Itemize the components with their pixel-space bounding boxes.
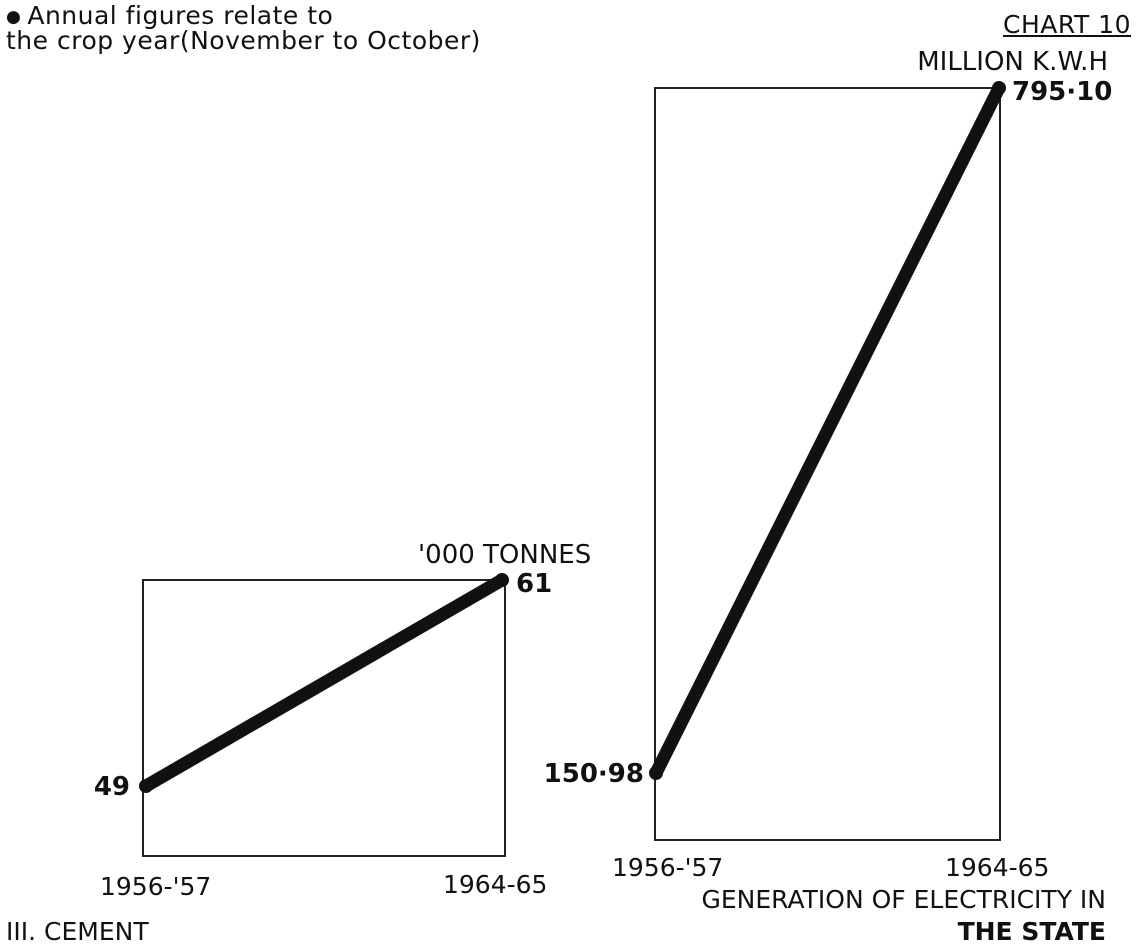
- cement-trend-line: [139, 573, 509, 793]
- cement-chart: '000 TONNES 49 61 1956-'57 1964-65 III. …: [6, 540, 591, 946]
- electricity-trend-line: [649, 81, 1006, 780]
- electricity-chart: MILLION K.W.H 150·98 795·10 1956-'57 196…: [544, 47, 1113, 946]
- cement-point-1956: [139, 779, 153, 793]
- electricity-x-tick-start: 1956-'57: [612, 853, 723, 882]
- electricity-value-label-end: 795·10: [1012, 77, 1112, 107]
- cement-unit-label: '000 TONNES: [418, 540, 591, 570]
- bullet-icon: ●: [6, 7, 22, 27]
- footnote-line-2: the crop year(November to October): [6, 26, 481, 55]
- electricity-x-tick-end: 1964-65: [945, 853, 1049, 882]
- cement-plot-frame: [142, 579, 506, 857]
- cement-value-label-end: 61: [516, 569, 552, 599]
- electricity-point-1964: [992, 81, 1006, 95]
- cement-x-tick-end: 1964-65: [443, 870, 547, 899]
- electricity-value-label-start: 150·98: [544, 759, 644, 789]
- electricity-plot-frame: [654, 87, 1001, 841]
- footnote: ● Annual figures relate to the crop year(…: [6, 1, 481, 55]
- electricity-unit-label: MILLION K.W.H: [917, 47, 1108, 77]
- cement-point-1964: [495, 573, 509, 587]
- cement-value-label-start: 49: [94, 772, 130, 802]
- electricity-title-line-2: THE STATE: [958, 917, 1106, 946]
- electricity-point-1956: [649, 766, 663, 780]
- footnote-line-1: Annual figures relate to: [27, 1, 334, 30]
- electricity-title-line-1: GENERATION OF ELECTRICITY IN: [701, 885, 1106, 914]
- chart-number: CHART 10: [1003, 10, 1131, 39]
- cement-chart-title: III. CEMENT: [6, 917, 149, 946]
- cement-x-tick-start: 1956-'57: [100, 872, 211, 901]
